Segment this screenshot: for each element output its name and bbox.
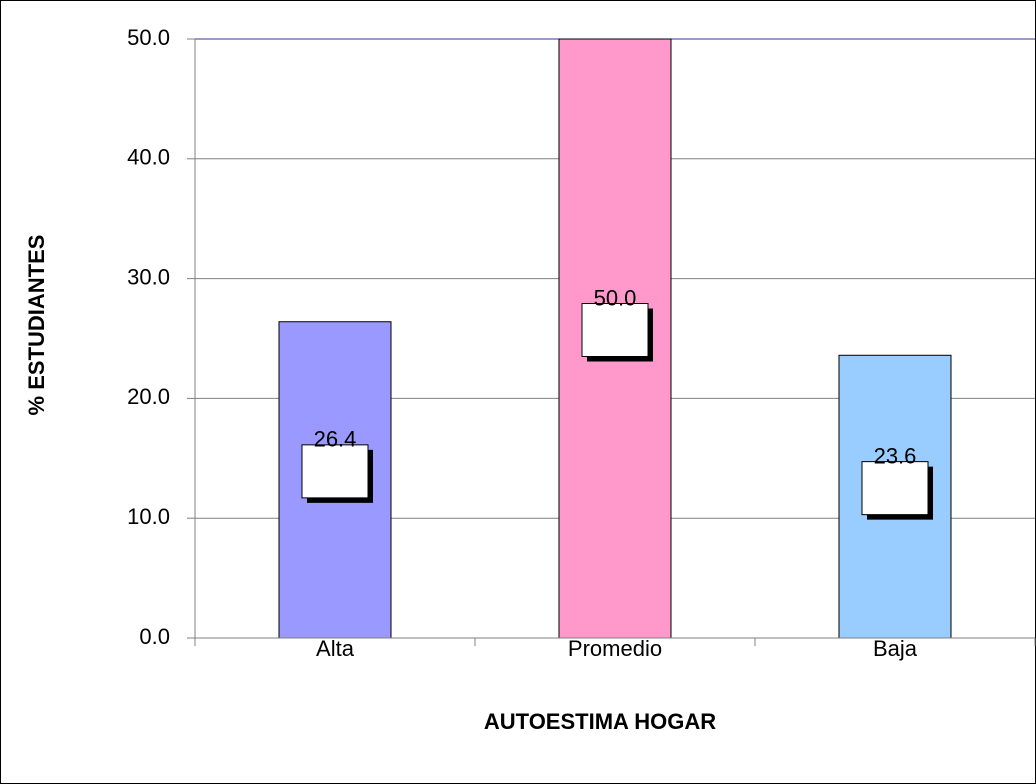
x-tick-label: Promedio [568,636,662,661]
data-label: 50.0 [594,285,637,310]
y-tick-label: 30.0 [127,264,170,289]
y-tick-label: 50.0 [127,25,170,50]
label-box [301,444,369,499]
y-axis-title: % ESTUDIANTES [24,235,49,416]
data-label: 26.4 [314,427,357,452]
y-tick-label: 0.0 [139,624,170,649]
x-axis-title: AUTOESTIMA HOGAR [484,709,716,734]
x-tick-label: Baja [873,636,918,661]
label-box [861,461,929,516]
x-tick-label: Alta [316,636,355,661]
data-label: 23.6 [874,443,917,468]
y-tick-label: 40.0 [127,145,170,170]
y-tick-label: 10.0 [127,504,170,529]
y-tick-label: 20.0 [127,384,170,409]
label-box [581,303,649,357]
